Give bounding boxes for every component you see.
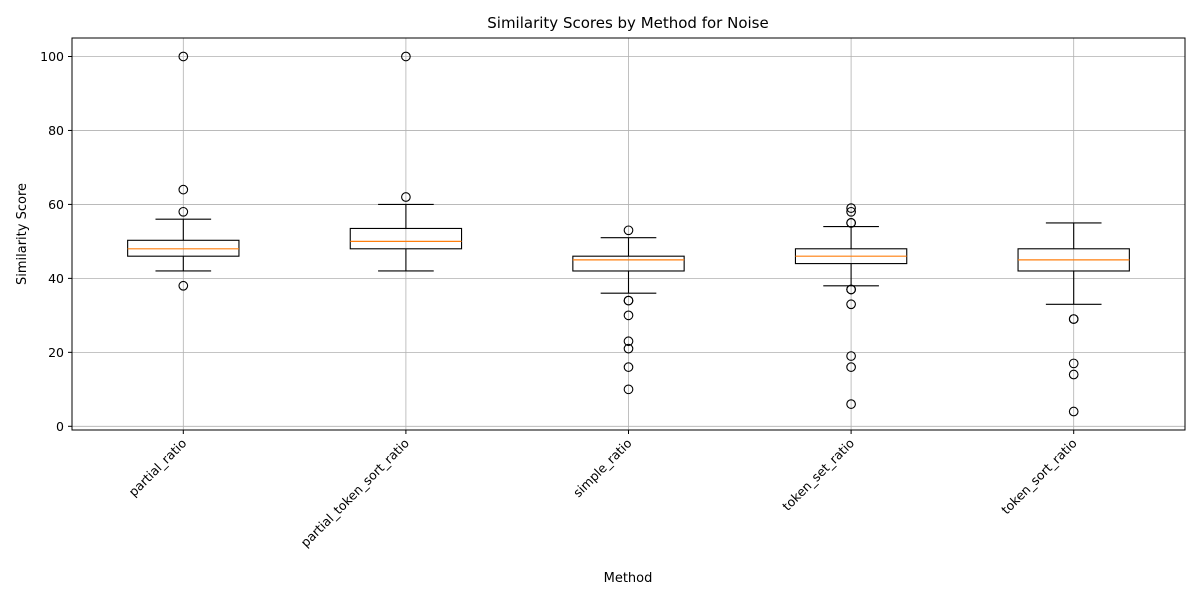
outlier-point — [846, 284, 856, 295]
outlier-point — [846, 351, 856, 361]
y-tick-label: 40 — [48, 271, 64, 286]
outlier-point — [1068, 406, 1079, 417]
x-axis-label: Method — [604, 571, 653, 586]
axis-layer: 0 20 40 60 80 100 partial_ratio partial_token_s… — [40, 49, 1080, 550]
outlier-point — [401, 192, 411, 202]
box-simple_ratio — [572, 225, 685, 395]
x-tick-label: partial_ratio — [126, 436, 190, 500]
y-tick-label: 60 — [48, 197, 64, 212]
y-tick-label: 0 — [56, 419, 64, 434]
x-tick-label: simple_ratio — [570, 436, 635, 501]
x-tick-label: token_sort_ratio — [998, 436, 1080, 518]
outlier-point — [846, 299, 856, 310]
outlier-point — [623, 310, 634, 321]
outlier-point — [623, 362, 634, 372]
outlier-point — [623, 295, 634, 306]
box-token_sort_ratio — [1017, 222, 1130, 417]
y-tick-label: 20 — [48, 345, 64, 360]
outlier-point — [401, 51, 411, 62]
outlier-point — [846, 218, 856, 228]
y-tick-label: 100 — [40, 49, 64, 64]
box-partial_token_sort_ratio — [349, 51, 463, 272]
x-tick-label: partial_token_sort_ratio — [297, 436, 412, 551]
outlier-point — [623, 384, 634, 395]
outlier-point — [846, 362, 856, 372]
outlier-point — [846, 399, 856, 409]
y-tick-label: 80 — [48, 123, 64, 138]
iqr-box — [572, 255, 685, 272]
outlier-point — [178, 184, 189, 195]
outlier-point — [623, 336, 634, 347]
y-axis-label: Similarity Score — [15, 183, 30, 285]
outlier-point — [178, 280, 189, 291]
outlier-point — [846, 206, 856, 217]
outlier-point — [623, 343, 634, 354]
outlier-point — [623, 225, 634, 236]
box-token_set_ratio — [794, 203, 908, 409]
iqr-box — [349, 227, 463, 250]
x-tick-label: token_set_ratio — [779, 436, 857, 514]
outlier-point — [1068, 369, 1079, 380]
outlier-point — [178, 51, 189, 62]
outlier-point — [178, 206, 189, 217]
outlier-point — [1068, 358, 1079, 369]
outlier-point — [1068, 314, 1079, 324]
box-layer — [127, 51, 1130, 417]
chart-title: Similarity Scores by Method for Noise — [487, 14, 768, 32]
outlier-point — [846, 203, 856, 213]
box-partial_ratio — [127, 51, 240, 291]
